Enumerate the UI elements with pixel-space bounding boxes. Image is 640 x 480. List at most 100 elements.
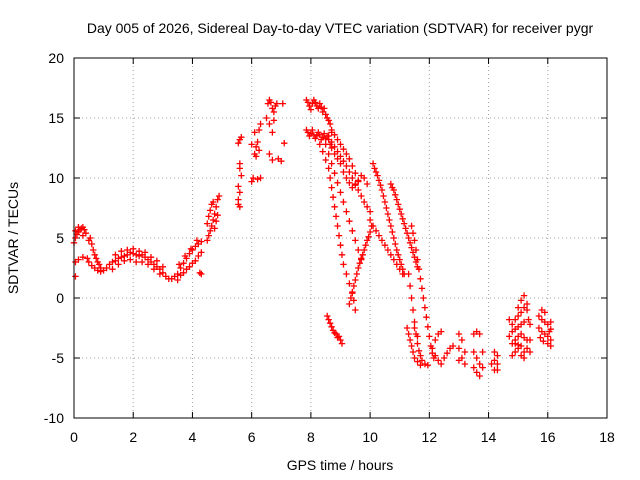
data-point (455, 345, 463, 352)
data-point (372, 168, 380, 176)
data-point (343, 162, 350, 170)
data-point (112, 251, 119, 258)
data-point (214, 212, 221, 219)
data-point (326, 320, 334, 327)
data-point (509, 352, 516, 359)
data-point (421, 360, 429, 368)
data-point (207, 207, 214, 214)
data-point (254, 138, 261, 146)
data-point (432, 336, 439, 344)
data-point (326, 120, 334, 128)
x-tick-label: 10 (362, 429, 378, 445)
data-point (144, 261, 152, 268)
data-point (109, 258, 116, 266)
data-point (381, 198, 389, 206)
data-point (412, 246, 420, 254)
data-point (381, 242, 389, 249)
data-point (405, 270, 412, 278)
x-tick-label: 2 (129, 429, 137, 445)
data-point (449, 342, 457, 350)
data-point (390, 256, 397, 263)
data-point (326, 174, 334, 182)
data-point (75, 256, 82, 263)
data-point (196, 269, 204, 276)
data-point (307, 106, 315, 113)
data-point (350, 282, 358, 290)
data-point (358, 192, 365, 200)
data-point (238, 172, 245, 179)
x-tick-label: 12 (422, 429, 438, 445)
data-point (365, 233, 372, 240)
data-point (346, 218, 353, 225)
data-point (315, 105, 322, 112)
data-point (506, 333, 513, 340)
data-point (328, 144, 335, 152)
data-point (212, 218, 220, 225)
data-point (512, 348, 519, 356)
data-point (506, 316, 513, 323)
data-point (91, 251, 98, 258)
data-point (180, 269, 187, 276)
x-tick-label: 4 (189, 429, 197, 445)
data-point (337, 242, 344, 249)
data-point (135, 248, 143, 255)
data-point (405, 234, 412, 242)
data-point (337, 336, 344, 344)
data-point (514, 304, 522, 311)
y-tick-label: 5 (56, 230, 64, 246)
chart-title: Day 005 of 2026, Sidereal Day-to-day VTE… (87, 20, 594, 36)
data-point (334, 136, 341, 143)
data-point (400, 220, 408, 227)
data-point (473, 369, 480, 376)
data-point (88, 240, 95, 248)
data-point (335, 333, 343, 340)
data-point (547, 326, 554, 333)
data-point (408, 222, 415, 230)
data-point (393, 196, 400, 203)
data-point (309, 126, 316, 134)
data-point (319, 134, 326, 141)
data-point (520, 318, 528, 326)
data-point (343, 150, 350, 158)
data-point (337, 153, 344, 160)
data-point (408, 342, 415, 350)
data-point (198, 270, 205, 278)
data-point (479, 348, 486, 356)
data-point (360, 198, 368, 206)
data-point (334, 148, 341, 155)
data-point (322, 111, 329, 118)
data-point (411, 324, 418, 332)
data-point (432, 352, 439, 359)
data-point (270, 108, 278, 116)
data-point (331, 131, 338, 138)
data-point (180, 260, 187, 267)
data-point (435, 357, 442, 364)
data-point (458, 336, 466, 344)
data-point (514, 312, 522, 320)
data-point (328, 138, 335, 146)
data-point (87, 234, 94, 242)
data-point (523, 306, 531, 314)
data-point (255, 147, 263, 154)
data-point (371, 165, 378, 172)
data-point (269, 156, 276, 164)
data-point (526, 321, 534, 328)
data-point (313, 132, 321, 140)
data-point (248, 178, 255, 185)
data-point (378, 237, 386, 244)
data-point (387, 222, 395, 230)
data-point (279, 100, 286, 107)
data-point (363, 237, 371, 244)
data-points (70, 96, 554, 380)
data-point (418, 357, 426, 364)
data-point (236, 203, 244, 210)
data-point (153, 257, 161, 264)
data-point (192, 257, 199, 264)
data-point (309, 100, 316, 107)
data-point (211, 225, 218, 232)
data-point (109, 266, 116, 273)
data-point (437, 328, 445, 335)
data-point (415, 347, 423, 354)
data-point (494, 352, 501, 359)
